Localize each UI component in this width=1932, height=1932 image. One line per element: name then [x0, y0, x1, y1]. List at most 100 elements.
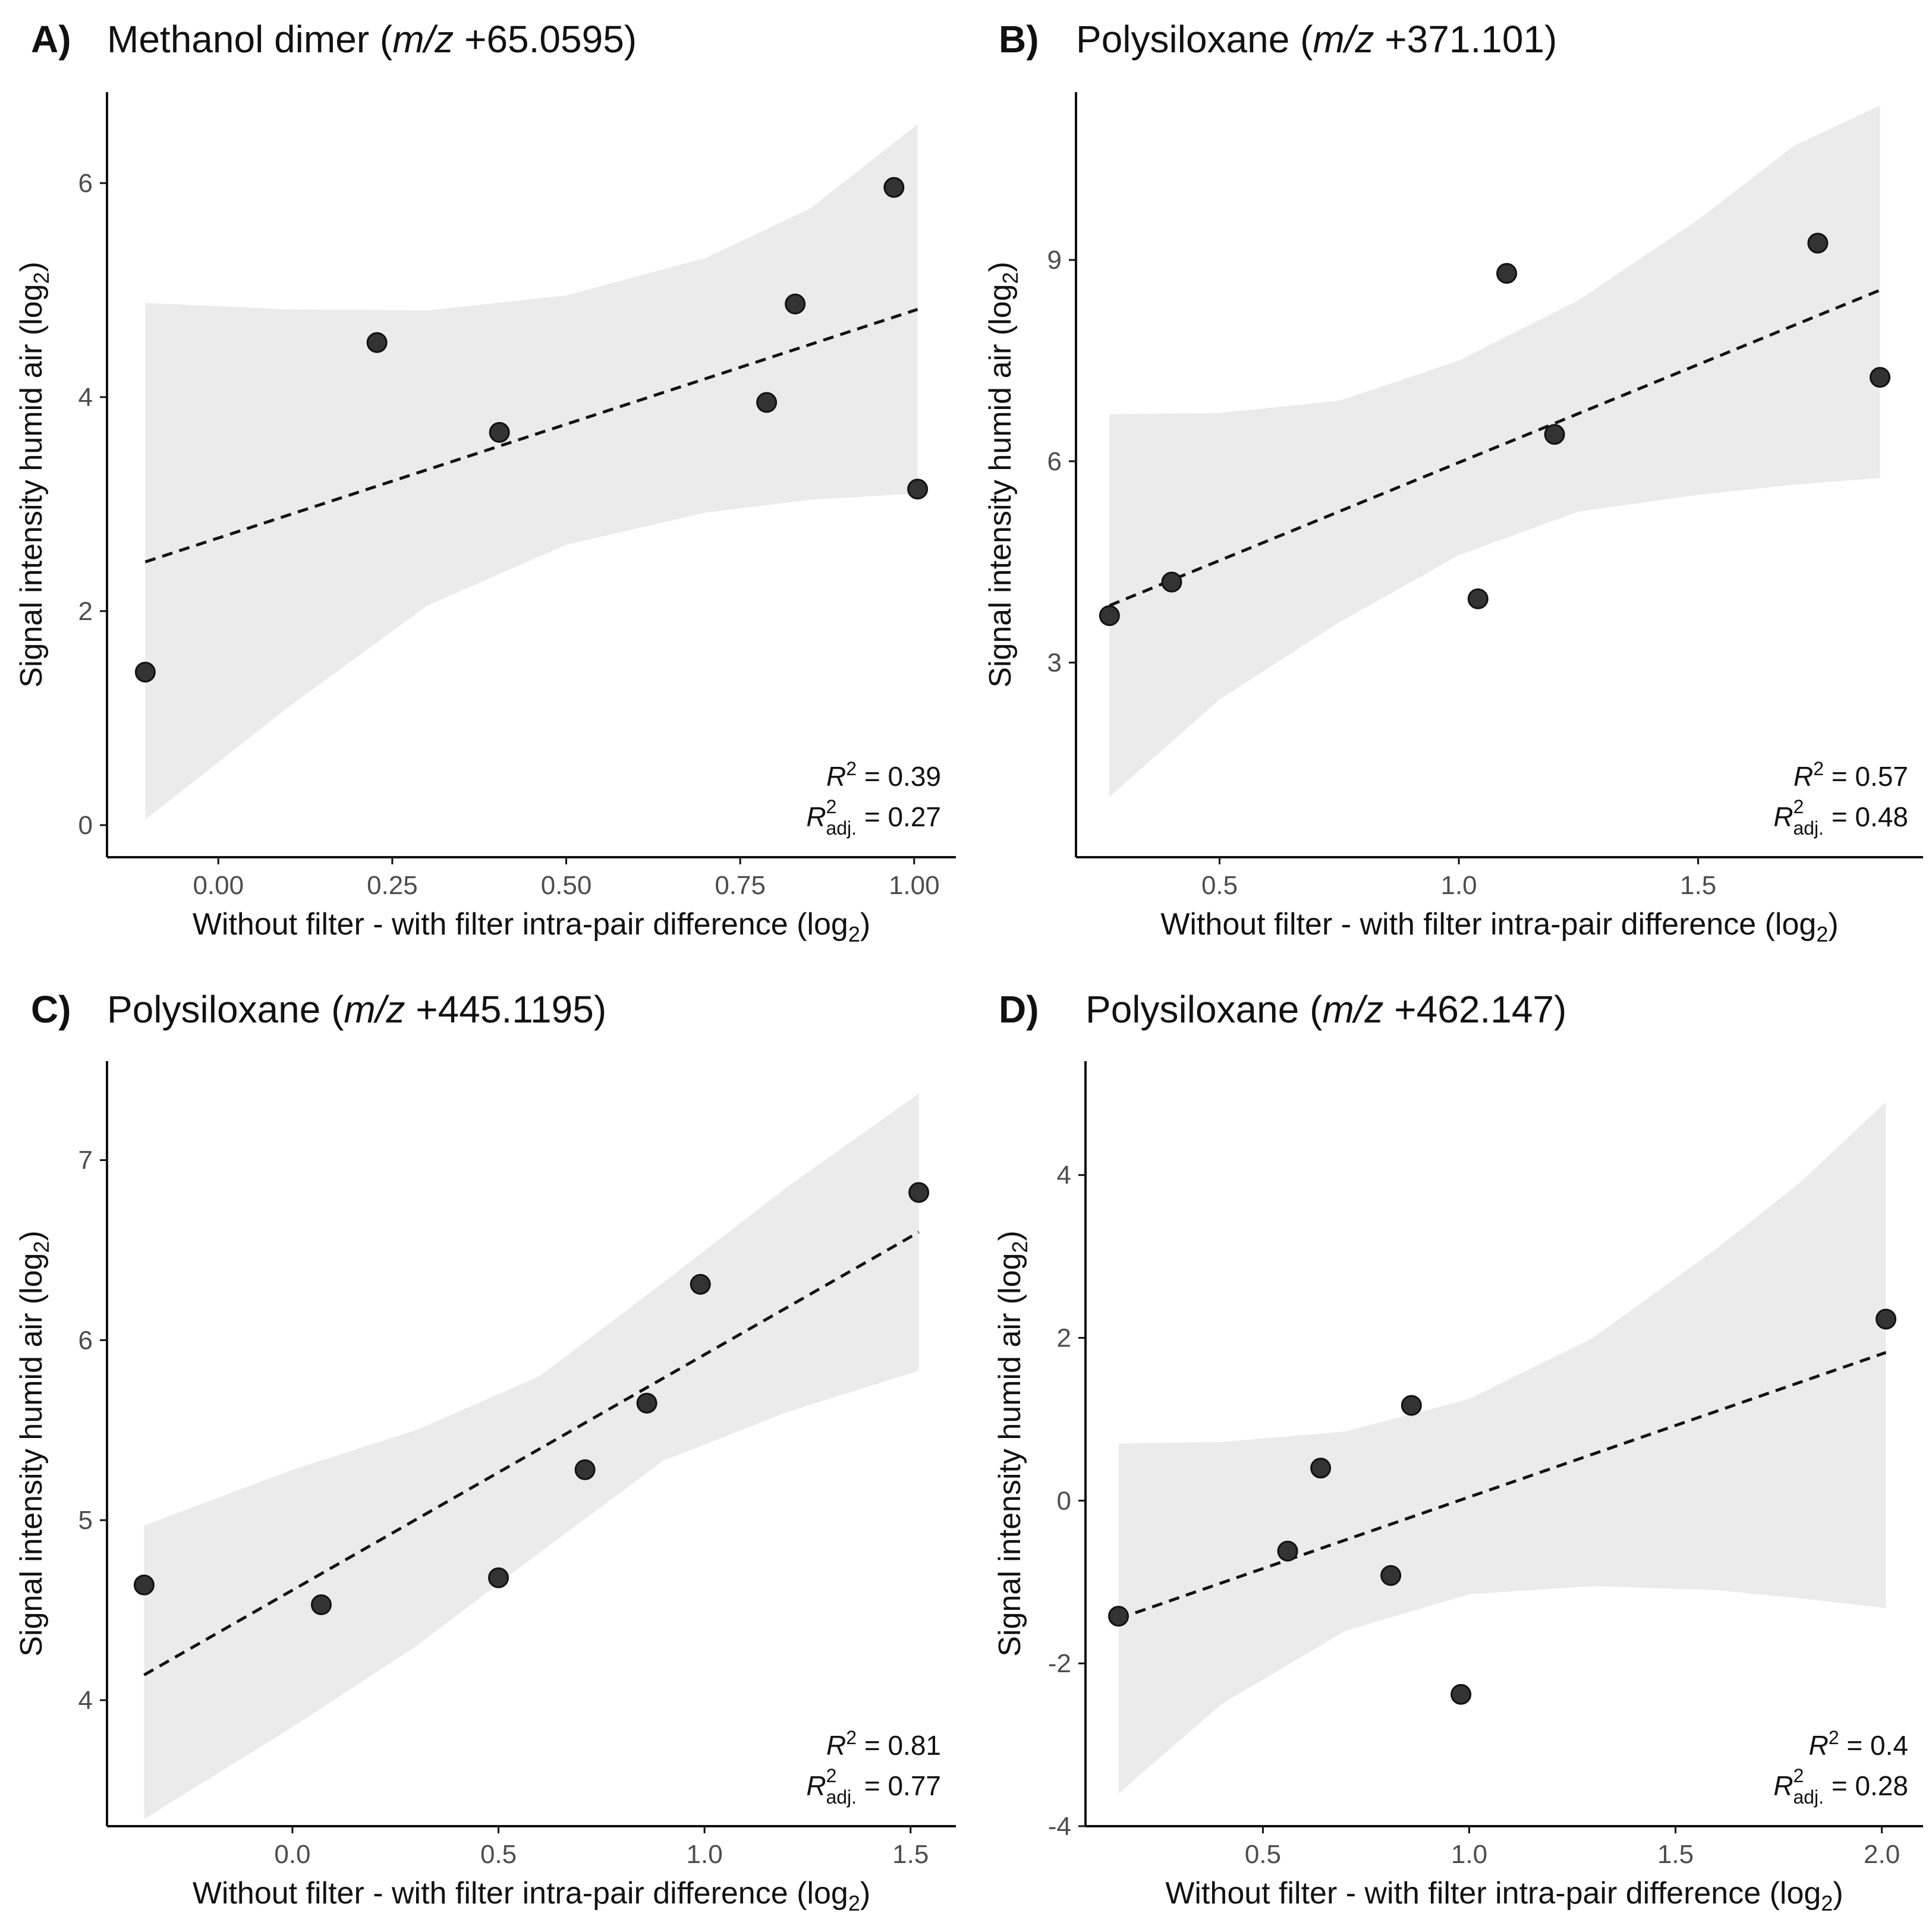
- panel-title-value: +445.1195: [416, 988, 594, 1031]
- x-axis-title-text: Without filter - with filter intra-pair …: [1160, 907, 1816, 942]
- y-tick-label: 0: [78, 811, 93, 840]
- r-squared-adj-value: = 0.77: [857, 1770, 941, 1801]
- panel-title-paren-open: (: [1299, 988, 1322, 1031]
- y-tick-label: 2: [1057, 1324, 1071, 1353]
- data-point: [785, 293, 806, 314]
- r-squared-adj-symbol: R: [806, 1770, 826, 1801]
- y-tick-label: 9: [1047, 246, 1062, 275]
- y-tick-label: 7: [78, 1146, 93, 1175]
- y-tick-label: 3: [1047, 649, 1062, 678]
- x-axis-title: Without filter - with filter intra-pair …: [193, 1876, 870, 1915]
- data-point: [636, 1392, 657, 1414]
- data-point: [1870, 367, 1891, 388]
- data-point: [1108, 1606, 1129, 1627]
- x-tick-label: 0.0: [274, 1840, 310, 1869]
- regression-line: [144, 308, 918, 564]
- data-point: [1450, 1684, 1472, 1705]
- panel-letter: D): [999, 988, 1039, 1031]
- r-squared-adj-subscript: adj.: [1793, 817, 1824, 839]
- panel-title-value: +65.0595: [464, 18, 624, 61]
- y-axis-title: Signal intensity humid air (log2): [14, 1231, 54, 1657]
- x-axis-title-close: ): [860, 1876, 870, 1911]
- x-axis-title: Without filter - with filter intra-pair …: [193, 907, 870, 946]
- panel-title-mz: m/z: [392, 18, 454, 61]
- r-squared-adj-value: = 0.27: [857, 801, 941, 832]
- data-point: [1467, 588, 1489, 609]
- r-squared-label: R2 = 0.81: [826, 1727, 941, 1761]
- r-squared-value: = 0.57: [1824, 761, 1908, 792]
- y-axis-title-subscript: 2: [998, 272, 1022, 284]
- r-squared-adj-label: R2 adj. = 0.28: [1773, 1765, 1908, 1808]
- panel-title-paren-open: (: [1289, 18, 1313, 61]
- panel-title: Polysiloxane (m/z +371.101): [1076, 18, 1557, 61]
- x-axis-title-subscript: 2: [848, 922, 860, 946]
- y-axis-title: Signal intensity humid air (log2): [983, 262, 1022, 688]
- x-tick-label: 0.50: [541, 871, 592, 900]
- r-squared-label: R2 = 0.39: [826, 758, 941, 792]
- confidence-ribbon: [145, 124, 918, 820]
- y-axis-title-text: Signal intensity humid air (log: [983, 284, 1018, 688]
- r-squared-adj-label: R2 adj. = 0.77: [806, 1765, 941, 1808]
- panel-title-mz: m/z: [1322, 988, 1383, 1031]
- data-point: [1401, 1395, 1422, 1416]
- panel-b: B) Polysiloxane (m/z +371.101) 0.5 1.0 1.5 3 6…: [983, 18, 1923, 946]
- r-squared-adj-value: = 0.28: [1824, 1770, 1908, 1801]
- panel-d: D) Polysiloxane (m/z +462.147) 0.5 1.0 1.5 2.…: [993, 988, 1923, 1915]
- data-point: [1496, 263, 1518, 284]
- r-squared-adj-label: R2 adj. = 0.27: [806, 796, 941, 839]
- r-squared-adj-subscript: adj.: [826, 1786, 857, 1808]
- y-tick-label: 4: [1057, 1161, 1071, 1190]
- data-point: [1310, 1458, 1332, 1479]
- y-tick-label: 5: [78, 1506, 93, 1535]
- x-axis-title: Without filter - with filter intra-pair …: [1160, 907, 1838, 946]
- x-axis-title-text: Without filter - with filter intra-pair …: [193, 907, 848, 942]
- data-point: [133, 1574, 155, 1596]
- r-squared-adj-superscript: 2: [1793, 796, 1804, 817]
- panel-title-space: [454, 18, 464, 61]
- y-tick-label: 0: [1057, 1486, 1071, 1515]
- y-tick-label: 4: [78, 1686, 93, 1715]
- x-axis-title-subscript: 2: [1816, 922, 1828, 946]
- x-tick-label: 1.0: [1451, 1840, 1487, 1869]
- panel-title-name: Polysiloxane: [107, 988, 320, 1031]
- x-axis-title-text: Without filter - with filter intra-pair …: [1165, 1876, 1821, 1911]
- data-point: [1544, 424, 1565, 445]
- y-tick-label: 6: [1047, 447, 1062, 476]
- y-tick-label: 4: [78, 383, 93, 412]
- regression-line: [1118, 1351, 1887, 1621]
- x-tick-label: 0.75: [715, 871, 766, 900]
- r-squared-symbol: R: [826, 1730, 846, 1761]
- r-squared-adj-subscript: adj.: [1793, 1786, 1824, 1808]
- r-squared-adj-symbol: R: [1773, 801, 1793, 832]
- r-squared-symbol: R: [1793, 761, 1813, 792]
- regression-line: [1109, 288, 1881, 607]
- data-point: [366, 332, 388, 353]
- panel-title-paren-open: (: [369, 18, 392, 61]
- regression-line: [143, 1231, 920, 1676]
- panel-title-value: +462.147: [1394, 988, 1554, 1031]
- r-squared-superscript: 2: [846, 1727, 857, 1748]
- y-axis-title-close: ): [14, 1231, 49, 1241]
- y-axis-title-text: Signal intensity humid air (log: [14, 1253, 49, 1657]
- x-tick-label: 1.00: [889, 871, 940, 900]
- panel-title: Polysiloxane (m/z +445.1195): [107, 988, 606, 1031]
- x-axis-title: Without filter - with filter intra-pair …: [1165, 1876, 1843, 1915]
- x-axis-title-text: Without filter - with filter intra-pair …: [193, 1876, 848, 1911]
- panel-title-paren-close: ): [1554, 988, 1566, 1031]
- y-axis-title: Signal intensity humid air (log2): [993, 1231, 1032, 1657]
- r-squared-symbol: R: [826, 761, 846, 792]
- panel-title: Polysiloxane (m/z +462.147): [1085, 988, 1566, 1031]
- x-tick-label: 0.25: [367, 871, 418, 900]
- y-axis-title-text: Signal intensity humid air (log: [993, 1253, 1027, 1657]
- panel-letter: C): [31, 988, 71, 1031]
- panel-title-space: [1384, 988, 1395, 1031]
- data-point: [690, 1274, 711, 1295]
- x-tick-label: 1.0: [1440, 871, 1477, 900]
- panel-title-name: Polysiloxane: [1085, 988, 1299, 1031]
- r-squared-adj-value: = 0.48: [1824, 801, 1908, 832]
- r-squared-adj-label: R2 adj. = 0.48: [1773, 796, 1908, 839]
- y-axis-title-subscript: 2: [1008, 1241, 1032, 1253]
- y-tick-label: 6: [78, 169, 93, 198]
- y-tick-label: -2: [1048, 1649, 1071, 1678]
